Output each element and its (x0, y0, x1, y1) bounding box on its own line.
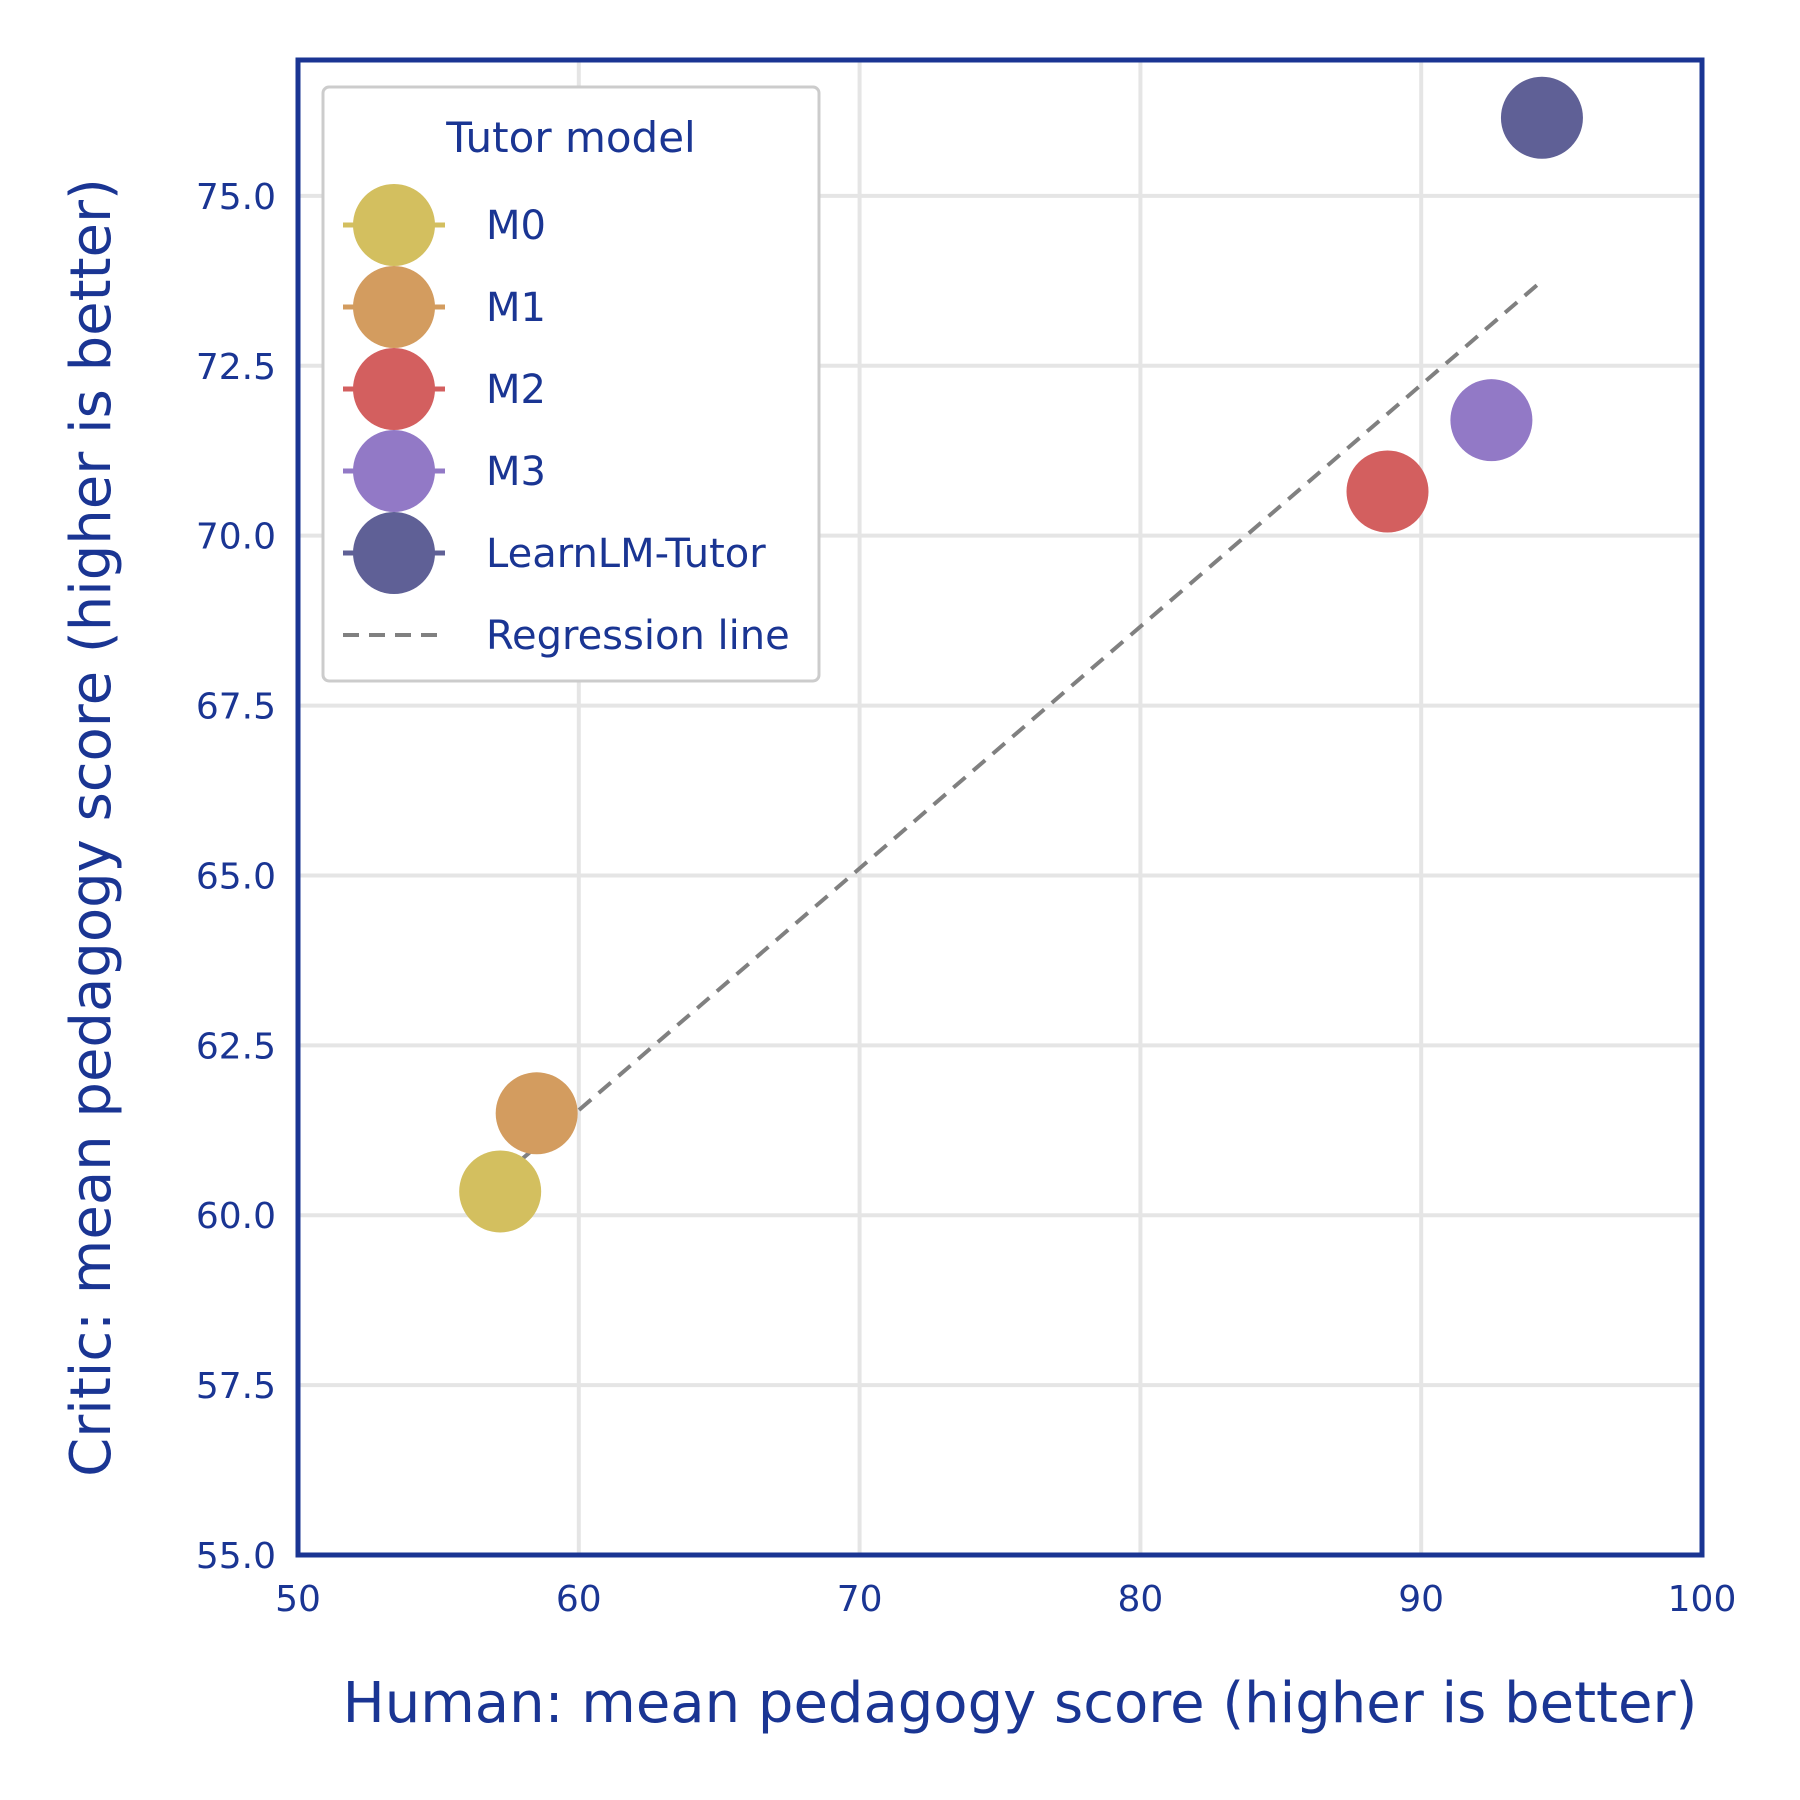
legend-title: Tutor model (445, 113, 695, 162)
legend-marker (353, 266, 435, 348)
legend-label: Regression line (486, 613, 790, 659)
x-axis-title: Human: mean pedagogy score (higher is be… (343, 1671, 1698, 1736)
data-point-learnlm-tutor (1500, 76, 1583, 159)
regression-layer (498, 279, 1544, 1180)
x-tick-label: 60 (556, 1579, 602, 1620)
legend-marker (353, 348, 435, 430)
plot-frame (295, 57, 1705, 1558)
legend-label: M1 (486, 285, 546, 331)
legend-box (321, 85, 821, 683)
y-tick-labels: 55.0 57.5 60.0 62.5 65.0 67.5 70.0 72.5 75.0 (196, 177, 276, 1577)
y-tick-label: 55.0 (196, 1536, 276, 1577)
x-tick-label: 70 (837, 1579, 883, 1620)
data-point-m1 (495, 1072, 578, 1155)
y-tick-label: 62.5 (196, 1026, 276, 1067)
y-tick-label: 67.5 (196, 687, 276, 728)
legend-label: M2 (486, 367, 546, 413)
data-point-m3 (1450, 379, 1533, 462)
x-tick-label: 100 (1668, 1579, 1737, 1620)
y-tick-label: 70.0 (196, 517, 276, 558)
y-tick-label: 60.0 (196, 1196, 276, 1237)
y-tick-label: 75.0 (196, 177, 276, 218)
regression-line (498, 279, 1544, 1180)
legend: Tutor model M0 M1 M2 M3 LearnLM-Tutor Regress… (321, 85, 821, 683)
y-tick-label: 57.5 (196, 1366, 276, 1407)
x-tick-label: 80 (1117, 1579, 1163, 1620)
legend-marker (353, 512, 435, 594)
x-tick-label: 50 (275, 1579, 321, 1620)
legend-label: LearnLM-Tutor (486, 531, 766, 577)
legend-marker (353, 430, 435, 512)
x-tick-label: 90 (1398, 1579, 1444, 1620)
data-point-m2 (1346, 450, 1429, 533)
legend-items: M0 M1 M2 M3 LearnLM-Tutor Regression line (343, 184, 790, 659)
y-tick-label: 72.5 (196, 347, 276, 388)
data-point-m0 (459, 1150, 542, 1233)
y-tick-label: 65.0 (196, 856, 276, 897)
data-points (459, 76, 1583, 1233)
y-axis-title: Critic: mean pedagogy score (higher is b… (59, 178, 124, 1477)
legend-marker (353, 184, 435, 266)
x-tick-labels: 50 60 70 80 90 100 (275, 1579, 1736, 1620)
legend-label: M3 (486, 449, 546, 495)
legend-label: M0 (486, 203, 546, 249)
